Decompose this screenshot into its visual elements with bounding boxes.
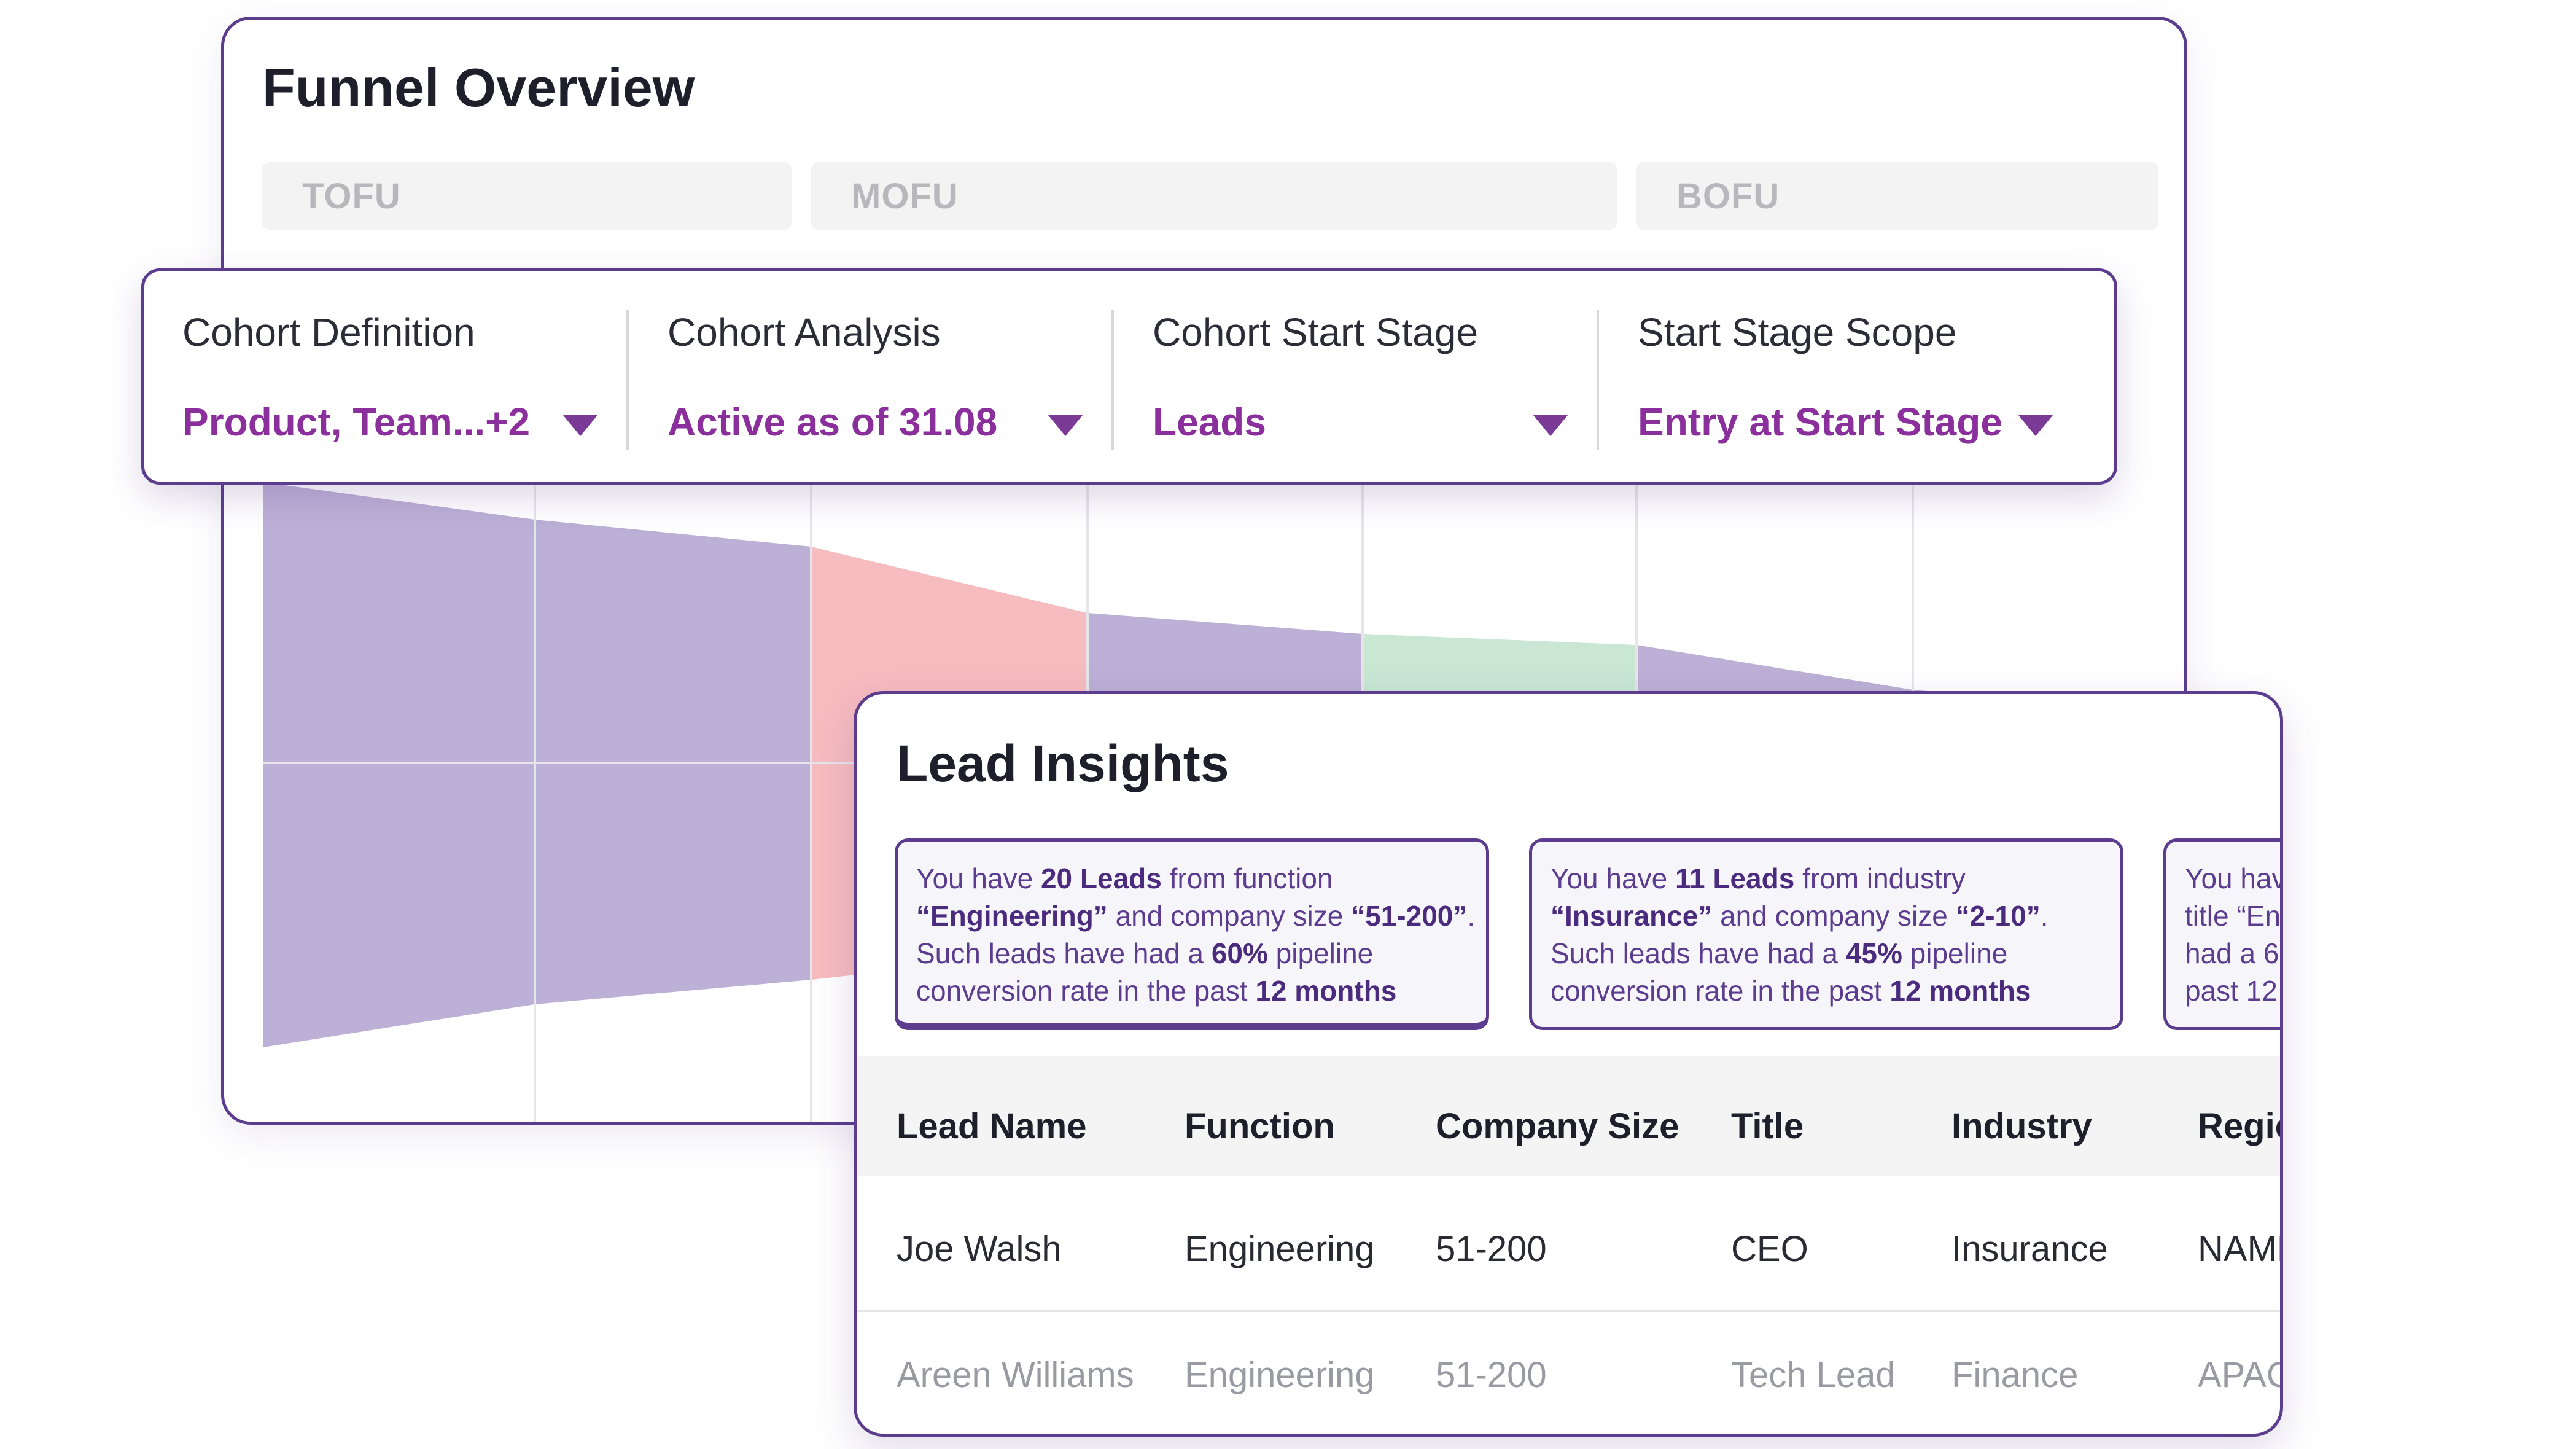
filter-label: Cohort Definition	[182, 310, 475, 354]
divider	[1111, 310, 1114, 450]
caret-down-icon	[1533, 415, 1568, 436]
divider	[626, 310, 629, 450]
insight-line: had a 6	[2185, 937, 2279, 969]
insight-line: Such leads have had a 60% pipeline	[916, 937, 1374, 969]
filter-value: Leads	[1153, 400, 1266, 444]
insight-card[interactable]: You hav title “En had a 6 past 12	[2163, 838, 2283, 1030]
column-header-lead-name[interactable]: Lead Name	[897, 1106, 1087, 1146]
page-title: Funnel Overview	[262, 57, 695, 118]
tab-bofu[interactable]: BOFU	[1636, 162, 2158, 230]
start-stage-scope-dropdown[interactable]: Start Stage Scope Entry at Start Stage	[1600, 271, 2115, 482]
row-divider	[857, 1310, 2280, 1312]
cohort-definition-dropdown[interactable]: Cohort Definition Product, Team...+2	[144, 271, 629, 482]
cell-lead-name: Joe Walsh	[897, 1229, 1062, 1269]
funnel-segment-1	[263, 482, 535, 1047]
filter-value: Product, Team...+2	[182, 400, 531, 444]
filter-value: Active as of 31.08	[667, 400, 998, 444]
cell-region: APAC	[2198, 1355, 2283, 1395]
column-header-function[interactable]: Function	[1185, 1106, 1335, 1146]
insight-card[interactable]: You have 11 Leads from industry “Insuran…	[1529, 838, 2123, 1030]
cell-region: NAME	[2198, 1229, 2280, 1269]
insight-line: “Insurance” and company size “2-10”.	[1551, 900, 2049, 932]
column-header-industry[interactable]: Industry	[1951, 1106, 2092, 1146]
filter-label: Cohort Analysis	[667, 310, 941, 354]
cell-industry: Insurance	[1951, 1229, 2108, 1269]
divider	[1597, 310, 1599, 450]
cell-company-size: 51-200	[1436, 1355, 1547, 1395]
column-header-company-size[interactable]: Company Size	[1436, 1106, 1679, 1146]
lead-insights-panel: Lead Insights You have 20 Leads from fun…	[854, 691, 2283, 1437]
insight-card[interactable]: You have 20 Leads from function “Enginee…	[895, 838, 1489, 1030]
filter-label: Start Stage Scope	[1638, 310, 1957, 354]
cell-title: CEO	[1731, 1229, 1808, 1269]
tab-label: MOFU	[851, 176, 959, 216]
table-header-row	[857, 1056, 2280, 1176]
tab-label: BOFU	[1676, 176, 1780, 216]
caret-down-icon	[563, 415, 597, 436]
cell-function: Engineering	[1185, 1229, 1375, 1269]
cell-company-size: 51-200	[1436, 1229, 1547, 1269]
cell-industry: Finance	[1951, 1355, 2079, 1395]
tab-label: TOFU	[302, 176, 401, 216]
cell-function: Engineering	[1185, 1355, 1375, 1395]
insight-line: Such leads have had a 45% pipeline	[1551, 937, 2008, 969]
insight-line: conversion rate in the past 12 months	[1551, 975, 2031, 1007]
insight-line: You have 11 Leads from industry	[1551, 862, 1966, 894]
cohort-analysis-dropdown[interactable]: Cohort Analysis Active as of 31.08	[629, 271, 1115, 482]
cohort-start-stage-dropdown[interactable]: Cohort Start Stage Leads	[1115, 271, 1600, 482]
insight-line: You have 20 Leads from function	[916, 862, 1333, 894]
caret-down-icon	[2018, 415, 2053, 436]
cohort-filter-bar: Cohort Definition Product, Team...+2 Coh…	[141, 268, 2117, 485]
cell-lead-name: Areen Williams	[897, 1355, 1134, 1395]
panel-title: Lead Insights	[897, 735, 1229, 792]
column-header-title[interactable]: Title	[1731, 1106, 1804, 1146]
insight-line: “Engineering” and company size “51-200”.	[916, 900, 1476, 932]
insight-line: title “En	[2185, 900, 2281, 932]
column-header-region[interactable]: Regio	[2198, 1106, 2280, 1146]
filter-value: Entry at Start Stage	[1638, 400, 2002, 444]
filter-label: Cohort Start Stage	[1153, 310, 1479, 354]
cell-title: Tech Lead	[1731, 1355, 1896, 1395]
insight-line: past 12	[2185, 975, 2278, 1007]
caret-down-icon	[1048, 415, 1083, 436]
insight-line: You hav	[2185, 862, 2283, 894]
tab-tofu[interactable]: TOFU	[262, 162, 792, 230]
insight-line: conversion rate in the past 12 months	[916, 975, 1397, 1007]
tab-mofu[interactable]: MOFU	[811, 162, 1617, 230]
